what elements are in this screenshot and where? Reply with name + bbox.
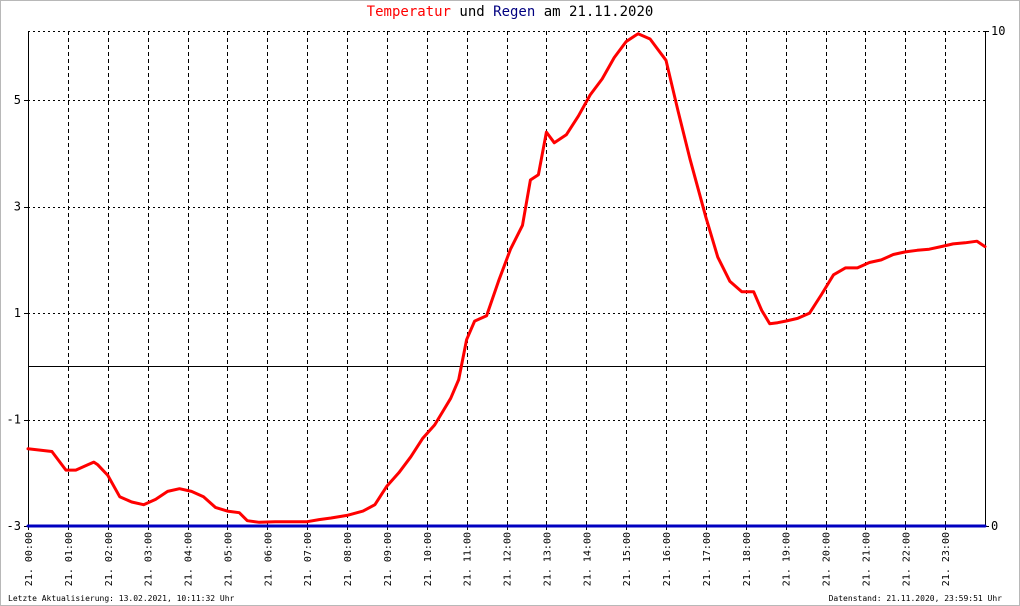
x-tick-label: 21. 13:00 <box>542 532 553 586</box>
x-tick-label: 21. 08:00 <box>343 532 354 586</box>
y-left-tick-label: 3 <box>14 200 21 214</box>
footer-last-update: Letzte Aktualisierung: 13.02.2021, 10:11… <box>8 594 235 603</box>
y-left-tick-label: 1 <box>14 306 21 320</box>
x-tick-label: 21. 01:00 <box>64 532 75 586</box>
x-tick-label: 21. 19:00 <box>782 532 793 586</box>
x-tick-label: 21. 21:00 <box>861 532 872 586</box>
x-tick-label: 21. 07:00 <box>303 532 314 586</box>
y-right-tick-label: 0 <box>991 519 998 533</box>
footer-data-timestamp: Datenstand: 21.11.2020, 23:59:51 Uhr <box>828 594 1002 603</box>
y-left-tick-label: -1 <box>7 413 21 427</box>
y-right-tick-label: 10 <box>991 24 1005 38</box>
x-tick-label: 21. 11:00 <box>463 532 474 586</box>
x-tick-label: 21. 18:00 <box>742 532 753 586</box>
x-tick-label: 21. 14:00 <box>582 532 593 586</box>
temperature-line <box>26 32 987 524</box>
x-tick-label: 21. 17:00 <box>702 532 713 586</box>
x-tick-label: 21. 16:00 <box>662 532 673 586</box>
x-tick-label: 21. 10:00 <box>423 532 434 586</box>
title-und-word: und <box>459 4 485 20</box>
x-tick-label: 21. 20:00 <box>822 532 833 586</box>
x-tick-label: 21. 12:00 <box>503 532 514 586</box>
y-left-tick-label: -3 <box>7 519 21 533</box>
x-tick-label: 21. 02:00 <box>104 532 115 586</box>
x-tick-label: 21. 22:00 <box>901 532 912 586</box>
title-temperature-word: Temperatur <box>366 4 451 20</box>
title-date: am 21.11.2020 <box>543 4 654 20</box>
x-tick-label: 21. 06:00 <box>263 532 274 586</box>
title-rain-word: Regen <box>493 4 536 20</box>
chart-title: Temperatur und Regen am 21.11.2020 <box>0 4 1020 20</box>
x-tick-label: 21. 09:00 <box>383 532 394 586</box>
x-tick-label: 21. 23:00 <box>941 532 952 586</box>
x-tick-label: 21. 05:00 <box>223 532 234 586</box>
x-tick-label: 21. 15:00 <box>622 532 633 586</box>
x-tick-label: 21. 00:00 <box>24 532 35 586</box>
y-left-tick-label: 5 <box>14 93 21 107</box>
x-tick-label: 21. 04:00 <box>184 532 195 586</box>
x-tick-label: 21. 03:00 <box>144 532 155 586</box>
